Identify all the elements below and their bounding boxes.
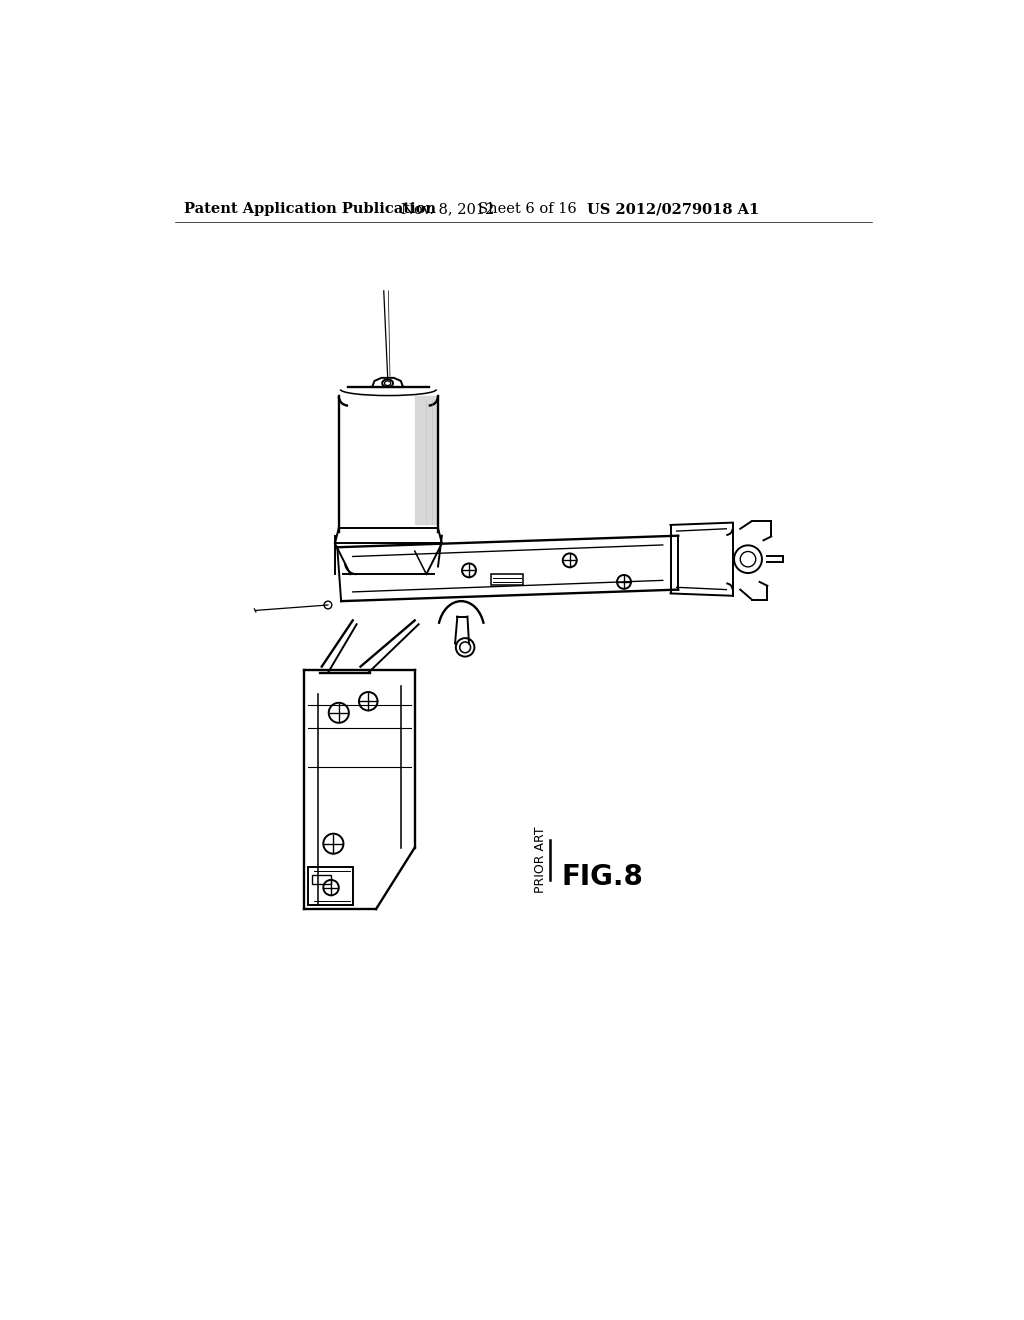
- Text: Patent Application Publication: Patent Application Publication: [183, 202, 436, 216]
- Text: Nov. 8, 2012: Nov. 8, 2012: [400, 202, 494, 216]
- Text: PRIOR ART: PRIOR ART: [535, 826, 547, 894]
- Bar: [490, 574, 523, 585]
- Text: Sheet 6 of 16: Sheet 6 of 16: [478, 202, 578, 216]
- Text: FIG.8: FIG.8: [562, 863, 644, 891]
- Bar: [308, 867, 352, 906]
- Text: US 2012/0279018 A1: US 2012/0279018 A1: [587, 202, 759, 216]
- Bar: [311, 874, 331, 884]
- Bar: [415, 396, 436, 524]
